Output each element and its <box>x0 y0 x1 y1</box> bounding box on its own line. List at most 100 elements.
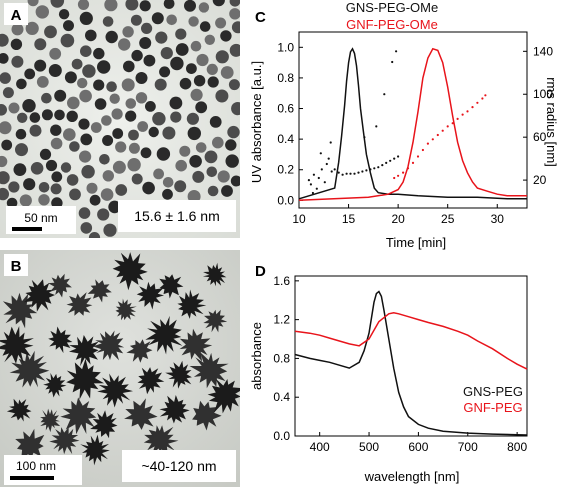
nanosphere <box>102 16 114 27</box>
scatter-point <box>341 173 344 176</box>
nanosphere <box>154 78 167 91</box>
panel-c-letter: C <box>255 9 266 26</box>
scatter-point <box>373 167 376 170</box>
legend-c-gns: GNS-PEG-OMe <box>346 0 438 15</box>
series-line-0 <box>298 47 527 200</box>
nanosphere <box>67 96 80 110</box>
nanosphere <box>29 124 42 137</box>
nanosphere <box>186 112 199 125</box>
nanoflower <box>49 427 80 455</box>
nanosphere <box>108 200 121 214</box>
nanosphere <box>196 53 209 67</box>
nanosphere <box>170 111 182 123</box>
scatter-point <box>456 117 459 120</box>
nanosphere <box>101 115 112 126</box>
nanosphere <box>63 128 76 141</box>
scatter-point <box>416 155 420 158</box>
nanosphere <box>187 190 201 203</box>
nanosphere <box>109 93 120 104</box>
nanosphere <box>111 108 123 120</box>
panel-b-label-box <box>4 254 28 276</box>
plot-frame <box>298 31 528 209</box>
nanosphere <box>0 187 9 201</box>
y-tick-label: 0.0 <box>277 193 294 207</box>
nanosphere <box>184 0 196 12</box>
scale-bar-a-text: 50 nm <box>24 211 57 225</box>
nanosphere <box>229 8 240 20</box>
nanosphere <box>190 88 203 101</box>
nanosphere <box>206 166 218 178</box>
size-label-a: 15.6 ± 1.6 nm <box>134 208 220 224</box>
nanosphere <box>82 64 96 78</box>
y-tick-label: 0.0 <box>273 429 290 443</box>
nanosphere <box>227 125 240 139</box>
y-tick-label: 1.0 <box>277 40 294 54</box>
nanosphere <box>89 194 101 206</box>
chart-c: C 10 15 20 25 30 0.0 0.2 0.4 0.6 0.8 1.0 20 60 100 140… <box>249 0 559 250</box>
nanosphere <box>71 58 83 70</box>
nanosphere <box>36 76 49 88</box>
nanosphere <box>88 232 101 238</box>
nanosphere <box>174 180 187 193</box>
y-tick-label: 1.2 <box>273 313 290 327</box>
nanosphere <box>0 155 8 168</box>
nanoflower <box>80 434 110 466</box>
scatter-point <box>327 157 330 160</box>
nanosphere <box>1 139 13 151</box>
scatter-point <box>323 181 326 184</box>
nanosphere <box>102 170 115 182</box>
nanosphere <box>145 101 156 112</box>
nanosphere <box>51 197 63 209</box>
nanosphere <box>207 76 219 88</box>
nanoflower <box>165 360 192 389</box>
y-tick-label: 0.4 <box>277 132 294 146</box>
nanosphere <box>86 182 98 194</box>
scatter-point <box>315 187 318 190</box>
nanoflower <box>90 410 118 439</box>
scatter-point <box>330 170 333 173</box>
scale-bar-b <box>10 476 54 480</box>
scatter-point <box>309 183 312 186</box>
nanosphere <box>50 124 62 136</box>
nanosphere <box>217 170 230 183</box>
nanoflower <box>145 315 183 355</box>
nanosphere <box>102 135 114 146</box>
nanosphere <box>121 78 135 92</box>
legend-d-gnf: GNF-PEG <box>463 400 522 415</box>
nanosphere <box>48 64 62 77</box>
nanosphere <box>230 175 240 187</box>
nanosphere <box>13 163 27 177</box>
nanosphere <box>186 63 197 74</box>
nanosphere <box>141 22 153 34</box>
nanoflower <box>207 378 240 414</box>
nanosphere <box>204 34 215 45</box>
scatter-point <box>476 101 479 104</box>
nanoflower <box>43 372 67 398</box>
y-tick-label: 0.6 <box>277 102 294 116</box>
scatter-point <box>375 125 378 128</box>
scatter-point <box>349 172 352 175</box>
nanosphere <box>79 89 92 103</box>
nanoflower <box>23 279 55 312</box>
nanosphere <box>215 89 229 103</box>
nanoflower <box>66 292 93 316</box>
scatter-point <box>311 191 314 195</box>
nanosphere <box>11 23 24 36</box>
nanoflower <box>15 428 45 462</box>
nanosphere <box>179 77 192 90</box>
nanosphere <box>30 162 44 175</box>
scatter-point <box>363 136 366 139</box>
nanosphere <box>188 16 199 27</box>
nanosphere <box>0 171 10 185</box>
nanosphere <box>169 96 183 110</box>
y-tick-label: 0.2 <box>277 163 294 177</box>
nanoflower <box>179 328 213 362</box>
x-axis-label-c: Time [min] <box>386 235 446 250</box>
nanoflower <box>92 330 125 361</box>
nanosphere <box>93 79 105 91</box>
nanosphere <box>142 181 155 195</box>
nanosphere <box>15 128 27 140</box>
size-label-a-box <box>118 200 236 232</box>
scatter-point <box>461 113 464 116</box>
nanoflower <box>9 350 50 388</box>
